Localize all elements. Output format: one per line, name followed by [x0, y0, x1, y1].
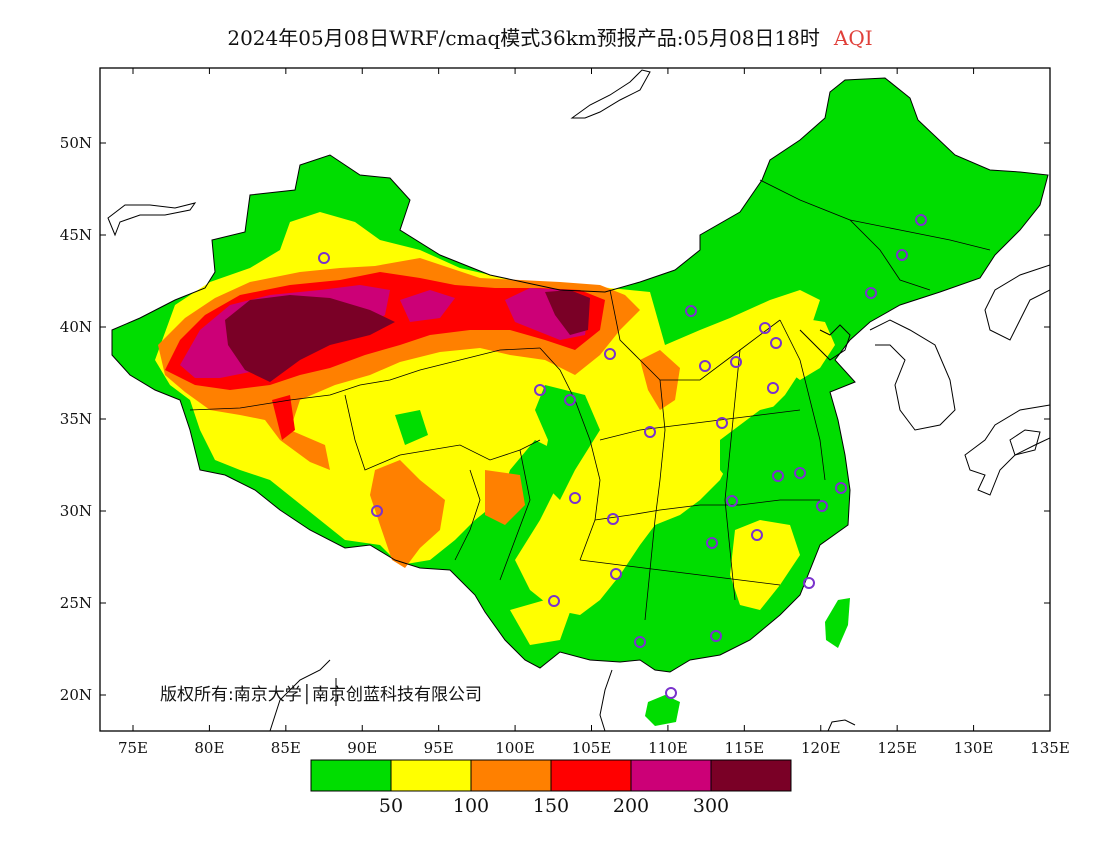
city-markers: [318, 214, 927, 699]
title-text: 2024年05月08日WRF/cmaq模式36km预报产品:05月08日18时: [227, 26, 820, 50]
sakhalin-coastline: [984, 264, 1050, 341]
colorbar-swatch: [470, 759, 552, 792]
lon-tick-label: 90E: [347, 739, 377, 757]
lon-tick-label: 115E: [725, 739, 765, 757]
lon-tick-label: 135E: [1030, 739, 1070, 757]
colorbar-label: 300: [693, 795, 729, 817]
aqi-region-red-spot: [272, 395, 295, 440]
variable-name: AQI: [833, 26, 873, 50]
colorbar-swatch: [550, 759, 632, 792]
lon-axis: 75E 80E 85E 90E 95E 100E 105E 110E 115E 120E 125E 1…: [118, 68, 1070, 757]
lat-tick-label: 35N: [60, 410, 92, 428]
aqi-region-yellow-south: [510, 600, 570, 645]
lon-tick-label: 80E: [194, 739, 224, 757]
lon-tick-label: 75E: [118, 739, 148, 757]
colorbar-label: 50: [379, 795, 403, 817]
lat-tick-label: 50N: [60, 134, 92, 152]
colorbar-swatch: [710, 759, 792, 792]
indochina-coastline: [599, 669, 613, 731]
balkhash-lake: [107, 202, 197, 237]
lon-tick-label: 130E: [954, 739, 994, 757]
map-title: 2024年05月08日WRF/cmaq模式36km预报产品:05月08日18时 A…: [0, 22, 1100, 51]
aqi-region-orange-central: [485, 470, 525, 525]
aqi-region-magenta-mid: [400, 290, 455, 322]
hainan-island: [645, 695, 680, 726]
lon-tick-label: 85E: [271, 739, 301, 757]
lat-axis: 50N 45N 40N 35N 30N 25N 20N: [60, 134, 1050, 704]
colorbar-swatch: [310, 759, 392, 792]
lat-tick-label: 30N: [60, 502, 92, 520]
lon-tick-label: 110E: [648, 739, 688, 757]
colorbar: 50 100 150 200 300: [310, 759, 792, 817]
aqi-region-green-sichuan: [535, 385, 600, 500]
map-frame: [99, 67, 1051, 732]
province-boundaries: [189, 179, 991, 621]
lat-tick-label: 25N: [60, 594, 92, 612]
copyright-text: 版权所有:南京大学│南京创蓝科技有限公司: [160, 685, 482, 705]
colorbar-swatch: [390, 759, 472, 792]
country-border: [111, 77, 1049, 673]
aqi-region-yellow-east: [730, 520, 800, 610]
lon-tick-label: 105E: [572, 739, 612, 757]
colorbar-label: 200: [613, 795, 649, 817]
taiwan-island: [825, 598, 850, 648]
japan-coastline-south: [1009, 429, 1041, 456]
bay-of-bengal-coastline: [269, 659, 331, 731]
aqi-region-green-east: [720, 400, 840, 510]
aqi-region-orange-tibet: [370, 460, 445, 568]
bohai-coastline: [799, 324, 851, 361]
colorbar-label: 100: [453, 795, 489, 817]
lat-tick-label: 20N: [60, 686, 92, 704]
aqi-region-yellow-northeast: [770, 318, 835, 380]
colorbar-label: 150: [533, 795, 569, 817]
lat-tick-label: 45N: [60, 226, 92, 244]
lon-tick-label: 95E: [424, 739, 454, 757]
lon-tick-label: 100E: [495, 739, 535, 757]
aqi-map-layers: [107, 69, 1050, 731]
korea-coastline: [869, 319, 956, 431]
philippines-coastline: [827, 719, 856, 731]
baikal-lake: [570, 69, 651, 119]
colorbar-swatch: [630, 759, 712, 792]
aqi-region-maroon-east: [545, 290, 590, 335]
aqi-region-green-tibet: [395, 410, 428, 445]
lat-tick-label: 40N: [60, 318, 92, 336]
aqi-region-maroon: [225, 295, 395, 382]
lon-tick-label: 125E: [877, 739, 917, 757]
lon-tick-label: 120E: [801, 739, 841, 757]
